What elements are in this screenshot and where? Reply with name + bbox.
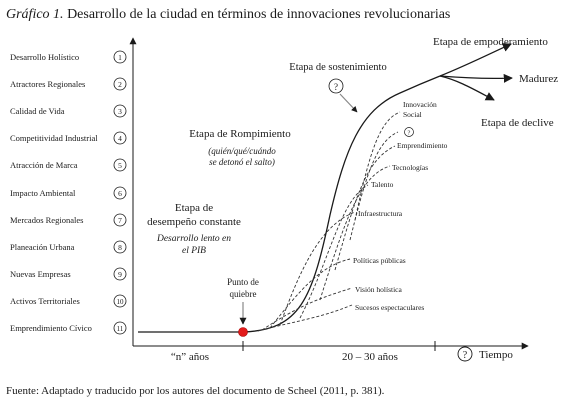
factor-number-circle xyxy=(113,294,127,308)
innovation-curve xyxy=(349,131,399,241)
innovation-question-mark: ? xyxy=(408,130,411,137)
stage-breakthrough-description: (quién/qué/cuándo xyxy=(208,146,276,156)
factor-label: Competitividad Industrial xyxy=(10,133,98,143)
innovation-label: Visión holística xyxy=(355,285,403,294)
innovation-label: Innovación xyxy=(403,100,437,109)
innovation-curve xyxy=(334,145,396,271)
innovation-curve xyxy=(299,184,369,319)
factor-number: 7 xyxy=(118,216,122,225)
innovation-label: Emprendimiento xyxy=(397,141,448,150)
stage-empowerment-label: Etapa de empoderamiento xyxy=(433,36,548,48)
stage-constant-label: Etapa de xyxy=(175,202,213,214)
factor-label: Mercados Regionales xyxy=(10,215,83,225)
innovation-curve xyxy=(354,111,401,221)
factor-number: 1 xyxy=(118,53,122,62)
turning-point-label: Punto de xyxy=(227,277,259,287)
innovation-label: Social xyxy=(403,110,422,119)
stage-maturity-label: Madurez xyxy=(519,73,558,85)
factor-number: 11 xyxy=(117,325,124,333)
factor-number: 3 xyxy=(118,107,122,116)
factor-label: Desarrollo Holístico xyxy=(10,52,79,62)
innovation-curve xyxy=(279,211,356,326)
stage-sustain-label: Etapa de sostenimiento xyxy=(289,62,386,73)
factor-number-circle xyxy=(113,50,127,64)
factor-label: Atractores Regionales xyxy=(10,79,85,89)
factor-number-circle xyxy=(113,321,127,335)
sustain-question-mark: ? xyxy=(334,82,338,92)
innovation-curve xyxy=(269,258,351,329)
innovation-curve xyxy=(319,165,391,301)
x-label-20-30-years: 20 – 30 años xyxy=(342,351,398,363)
stage-breakthrough-label: Etapa de Rompimiento xyxy=(189,128,291,140)
time-question-circle xyxy=(457,346,473,362)
figure-source: Fuente: Adaptado y traducido por los aut… xyxy=(6,385,385,397)
factor-number-circle xyxy=(113,77,127,91)
empowerment-branch xyxy=(439,43,512,77)
factor-number: 8 xyxy=(118,243,122,252)
factor-label: Emprendimiento Cívico xyxy=(10,323,92,333)
stage-constant-description-2: el PIB xyxy=(182,246,206,256)
x-label-time: Tiempo xyxy=(479,349,513,361)
x-label-n-years: “n” años xyxy=(171,351,209,363)
factor-number: 2 xyxy=(118,80,122,89)
factor-label: Planeación Urbana xyxy=(10,242,75,252)
factor-number-circle xyxy=(113,186,127,200)
factor-number: 10 xyxy=(117,298,125,306)
innovation-question-circle xyxy=(404,127,414,137)
factor-label: Activos Territoriales xyxy=(10,296,80,306)
innovation-label: Políticas públicas xyxy=(353,256,406,265)
factor-number-circle xyxy=(113,213,127,227)
innovation-label: Infraestructura xyxy=(358,209,403,218)
turning-point-label-2: quiebre xyxy=(230,289,257,299)
factor-number-circle xyxy=(113,158,127,172)
factor-number: 4 xyxy=(118,134,122,143)
stage-breakthrough-description-2: se detonó el salto) xyxy=(209,157,275,167)
innovation-label: Talento xyxy=(371,180,394,189)
factor-number: 9 xyxy=(118,270,122,279)
stage-decline-label: Etapa de declive xyxy=(481,117,554,129)
time-question-mark: ? xyxy=(463,350,468,361)
innovation-curves xyxy=(257,111,401,332)
figure-title: Gráfico 1. Desarrollo de la ciudad en té… xyxy=(6,7,450,23)
maturity-branch xyxy=(439,73,513,83)
turning-point-marker xyxy=(238,327,248,337)
factor-label: Impacto Ambiental xyxy=(10,188,76,198)
main-growth-curve xyxy=(242,75,441,333)
decline-branch xyxy=(439,75,495,101)
factor-number-circle xyxy=(113,240,127,254)
factor-list: Desarrollo Holístico 1 Atractores Region… xyxy=(10,50,127,335)
figure-title-text: Desarrollo de la ciudad en términos de i… xyxy=(67,7,451,22)
factor-label: Nuevas Empresas xyxy=(10,269,71,279)
innovation-label: Tecnologías xyxy=(392,163,428,172)
factor-number-circle xyxy=(113,131,127,145)
figure-number: Gráfico 1. xyxy=(6,7,64,22)
stage-constant-description: Desarrollo lento en xyxy=(156,234,231,244)
factor-label: Calidad de Vida xyxy=(10,106,65,116)
factor-number: 6 xyxy=(118,189,122,198)
factor-number-circle xyxy=(113,267,127,281)
factor-label: Atracción de Marca xyxy=(10,160,78,170)
factor-number: 5 xyxy=(118,161,122,170)
innovation-label: Sucesos espectaculares xyxy=(355,303,424,312)
sustain-pointer-arrow xyxy=(339,93,358,113)
stage-constant-label-2: desempeño constante xyxy=(147,216,241,228)
sustain-question-circle xyxy=(328,78,344,94)
factor-number-circle xyxy=(113,104,127,118)
